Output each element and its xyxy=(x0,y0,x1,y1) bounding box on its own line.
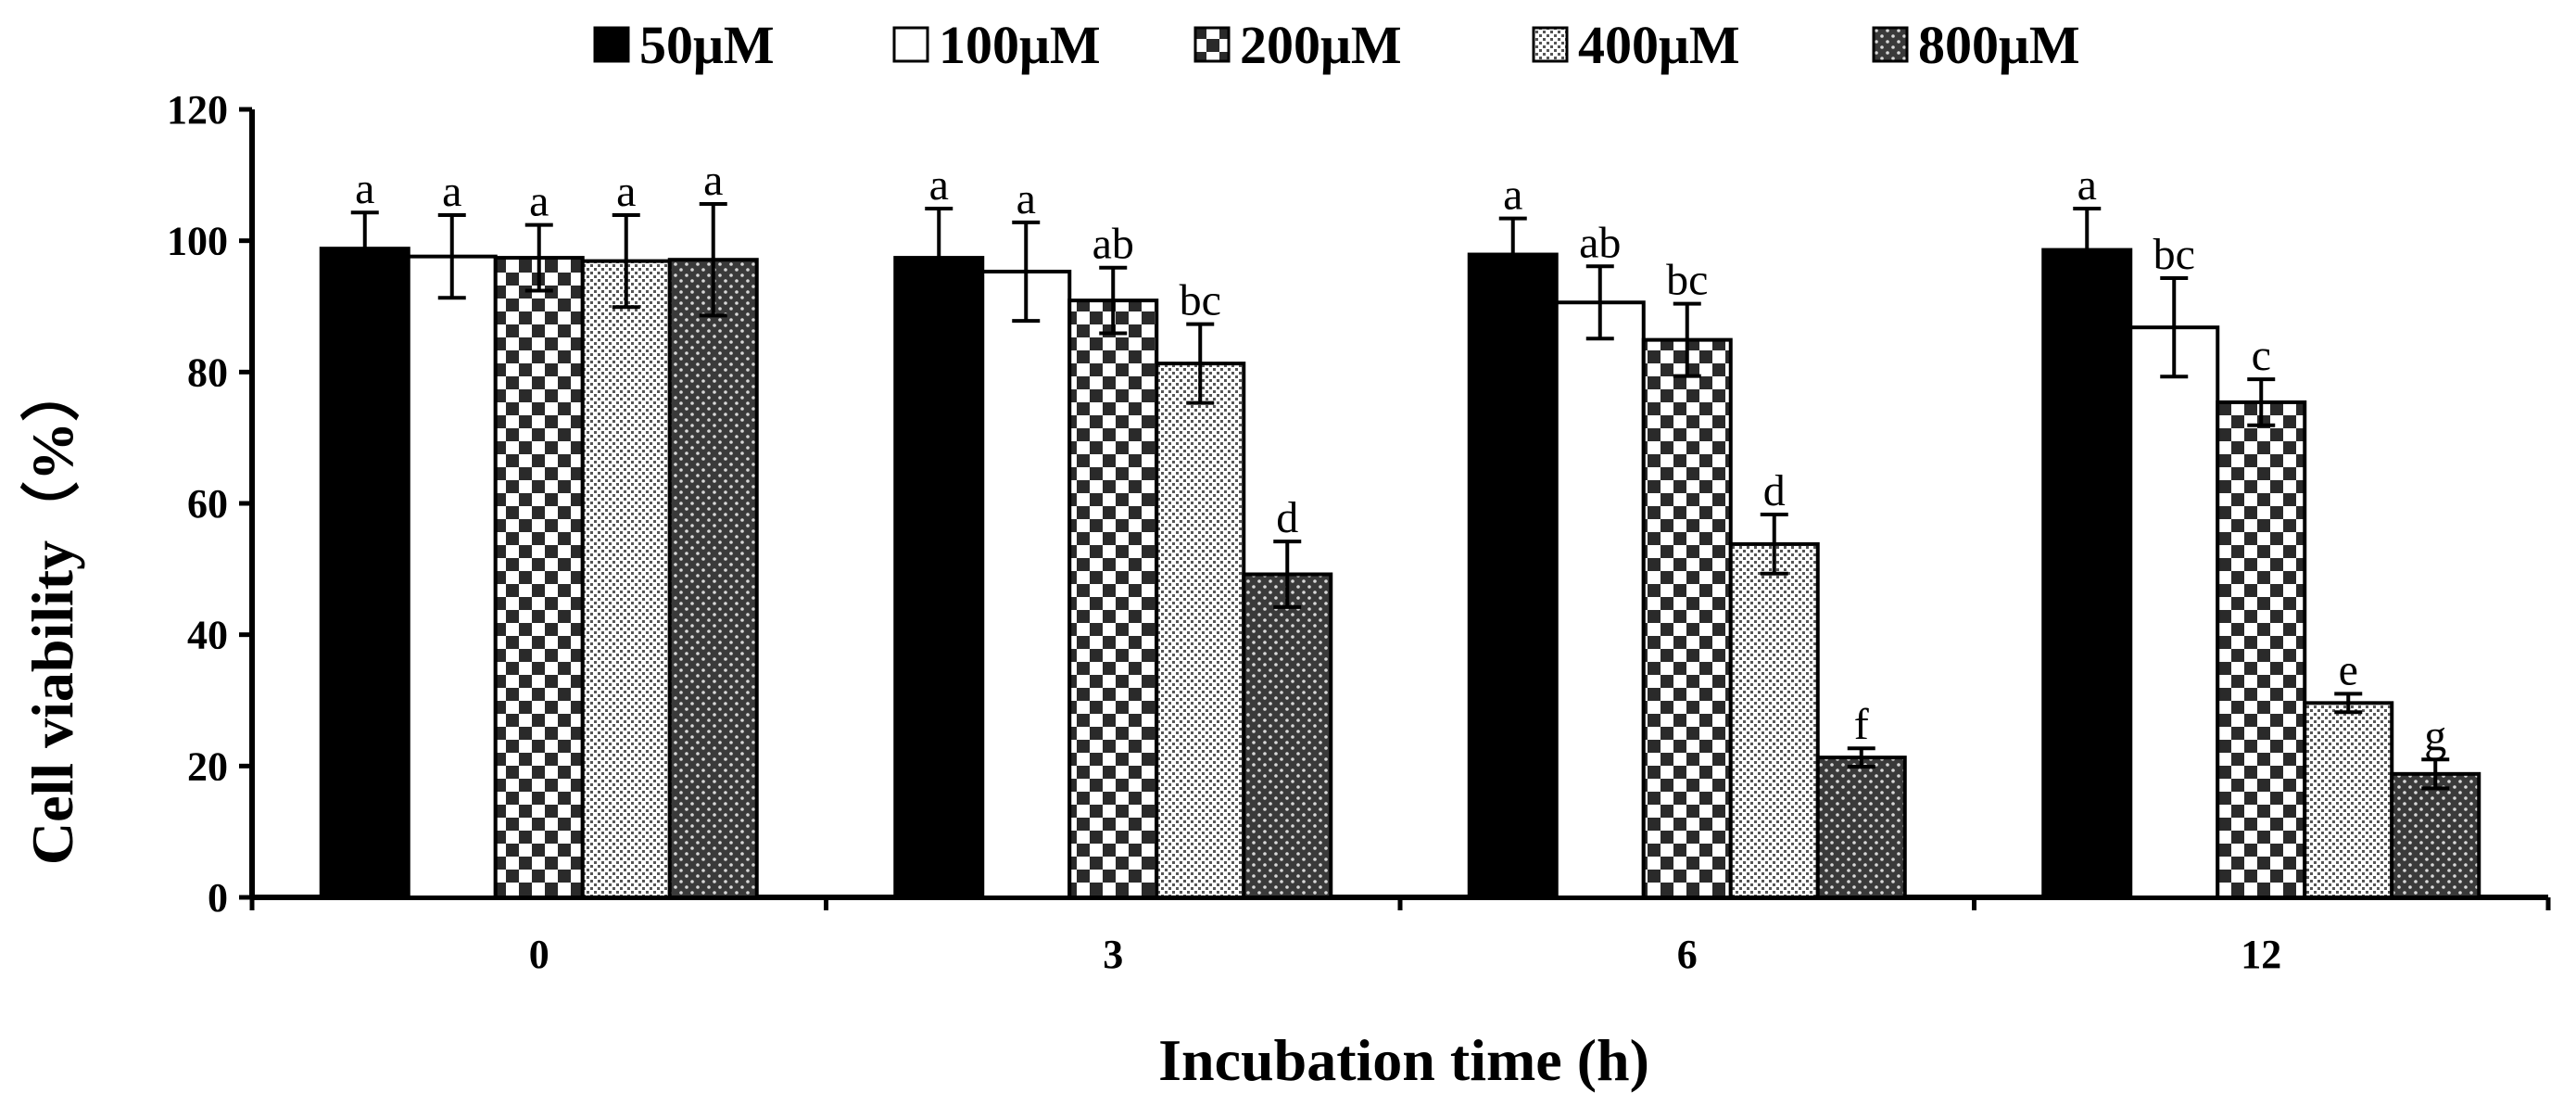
legend-swatch xyxy=(1872,26,1909,63)
y-tick-label: 120 xyxy=(167,87,228,133)
bar xyxy=(1242,572,1333,899)
bar xyxy=(1728,541,1820,900)
significance-label: c xyxy=(2252,331,2271,380)
legend-label: 100μM xyxy=(939,15,1101,75)
legend-swatch xyxy=(892,26,929,63)
bar xyxy=(493,256,585,900)
y-tick-label: 0 xyxy=(208,875,228,921)
y-tick-label: 40 xyxy=(187,613,228,658)
bar xyxy=(406,254,498,899)
x-tick-label: 12 xyxy=(2241,932,2281,977)
y-tick-label: 60 xyxy=(187,481,228,527)
x-tick-label: 6 xyxy=(1677,932,1698,977)
significance-label: d xyxy=(1276,493,1298,542)
significance-label: a xyxy=(929,160,949,210)
significance-label: a xyxy=(1503,171,1522,220)
x-tick-label: 0 xyxy=(529,932,549,977)
bar xyxy=(1641,337,1733,899)
bar xyxy=(980,269,1072,900)
y-axis: 0 20 40 60 80 100 120 xyxy=(167,87,255,921)
bar xyxy=(1467,252,1559,899)
bar xyxy=(2128,325,2220,899)
significance-label: a xyxy=(2077,160,2097,210)
significance-label: a xyxy=(1017,174,1036,223)
significance-label: d xyxy=(1763,466,1786,515)
significance-label: ab xyxy=(1092,220,1134,269)
significance-label: bc xyxy=(1666,256,1708,305)
bar xyxy=(580,259,672,899)
significance-label: e xyxy=(2339,645,2358,694)
significance-label: a xyxy=(529,177,549,226)
y-axis-title: Cell viability（%） xyxy=(19,362,85,865)
significance-label: bc xyxy=(2153,230,2195,279)
bar xyxy=(2390,771,2481,899)
significance-label: a xyxy=(616,167,636,216)
legend: 50μM 100μM 200μM 400μM 800μM xyxy=(593,15,2080,75)
x-tick-label: 3 xyxy=(1103,932,1123,977)
bar xyxy=(667,258,759,900)
bar xyxy=(1554,300,1646,899)
significance-label: bc xyxy=(1180,276,1221,325)
legend-label: 800μM xyxy=(1918,15,2080,75)
significance-label: a xyxy=(442,167,461,216)
y-tick-label: 100 xyxy=(167,219,228,264)
bar xyxy=(893,256,985,900)
bar xyxy=(2303,701,2394,899)
legend-label: 200μM xyxy=(1240,15,1402,75)
x-axis-title: Incubation time (h) xyxy=(1158,1027,1649,1093)
bar xyxy=(1067,299,1159,899)
legend-label: 400μM xyxy=(1578,15,1740,75)
legend-swatch xyxy=(1193,26,1231,63)
significance-label: a xyxy=(355,164,374,213)
x-axis: 0 3 6 12 xyxy=(249,895,2551,977)
significance-label: ab xyxy=(1579,218,1621,267)
bar xyxy=(1815,756,1907,899)
bar xyxy=(2041,248,2133,900)
bar xyxy=(2216,400,2307,899)
significance-label: g xyxy=(2424,711,2446,760)
bar xyxy=(319,247,410,899)
y-tick-label: 20 xyxy=(187,743,228,789)
y-tick-label: 80 xyxy=(187,349,228,395)
bar xyxy=(1155,362,1246,899)
significance-label: a xyxy=(703,156,723,205)
legend-swatch xyxy=(1532,26,1569,63)
significance-label: f xyxy=(1854,700,1869,749)
legend-swatch xyxy=(593,26,630,63)
legend-label: 50μM xyxy=(639,15,775,75)
